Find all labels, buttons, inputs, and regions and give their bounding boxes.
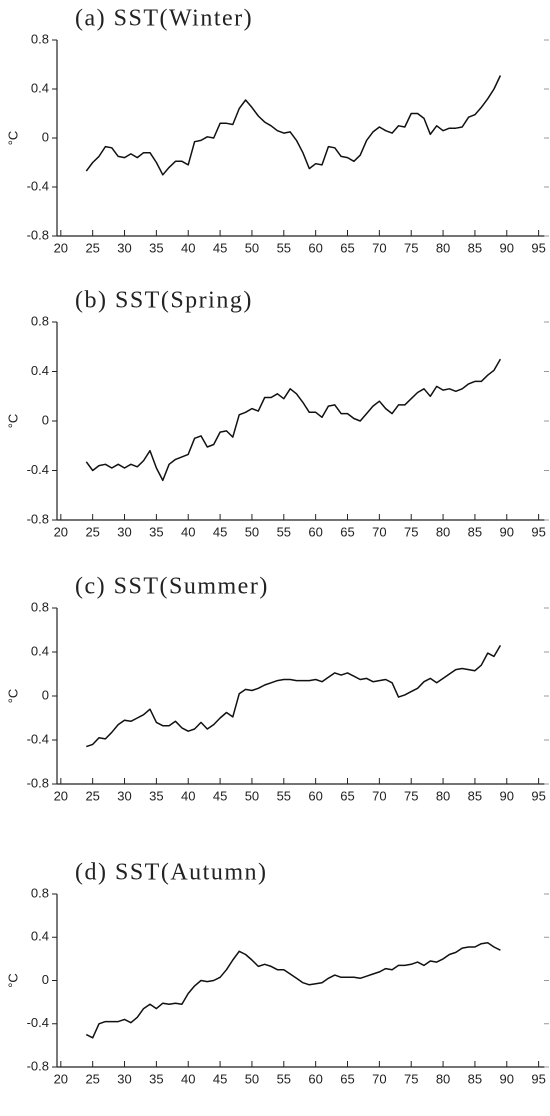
x-tick-label: 90 <box>500 524 514 539</box>
x-tick-label: 60 <box>308 788 322 803</box>
x-tick-label: 75 <box>404 524 418 539</box>
x-tick-label: 55 <box>277 788 291 803</box>
x-tick-label: 65 <box>340 1071 354 1086</box>
x-tick-label: 85 <box>468 240 482 255</box>
x-tick-label: 20 <box>54 1071 68 1086</box>
data-line <box>86 645 502 748</box>
x-tick-label: 85 <box>468 1071 482 1086</box>
x-tick-label: 30 <box>117 788 131 803</box>
x-tick-label: 45 <box>213 788 227 803</box>
x-tick-label: 50 <box>245 1071 259 1086</box>
x-tick-label: 35 <box>149 788 163 803</box>
y-tick-label: 0.4 <box>31 363 49 378</box>
x-tick-label: 95 <box>531 788 545 803</box>
x-tick-label: 75 <box>404 1071 418 1086</box>
x-tick-label: 90 <box>500 240 514 255</box>
x-tick-label: 25 <box>85 240 99 255</box>
x-tick-label: 35 <box>149 524 163 539</box>
x-tick-label: 60 <box>308 524 322 539</box>
x-tick-label: 95 <box>531 240 545 255</box>
y-tick-label: -0.8 <box>27 775 49 790</box>
y-tick-label: -0.8 <box>27 1058 49 1073</box>
x-tick-label: 20 <box>54 240 68 255</box>
x-tick-label: 95 <box>531 1071 545 1086</box>
x-tick-label: 25 <box>85 788 99 803</box>
y-tick-label: 0.8 <box>31 885 49 900</box>
y-tick-label: 0.4 <box>31 643 49 658</box>
x-tick-label: 40 <box>181 1071 195 1086</box>
x-tick-label: 30 <box>117 240 131 255</box>
panel-title: (b) SST(Spring) <box>75 288 253 314</box>
x-tick-label: 50 <box>245 524 259 539</box>
x-tick-label: 65 <box>340 524 354 539</box>
x-tick-label: 40 <box>181 524 195 539</box>
y-tick-label: 0 <box>42 129 49 144</box>
x-tick-label: 75 <box>404 788 418 803</box>
x-tick-label: 60 <box>308 1071 322 1086</box>
x-tick-label: 55 <box>277 524 291 539</box>
y-tick-label: -0.4 <box>27 731 49 746</box>
x-tick-label: 70 <box>372 524 386 539</box>
x-tick-label: 85 <box>468 524 482 539</box>
x-tick-label: 55 <box>277 1071 291 1086</box>
panel-title: (d) SST(Autumn) <box>75 860 268 886</box>
panel-title: (c) SST(Summer) <box>75 574 269 600</box>
x-tick-label: 40 <box>181 788 195 803</box>
x-tick-label: 30 <box>117 524 131 539</box>
x-tick-label: 90 <box>500 788 514 803</box>
y-tick-label: -0.4 <box>27 178 49 193</box>
x-tick-label: 80 <box>436 240 450 255</box>
y-axis-label: °C <box>5 973 20 988</box>
x-tick-label: 40 <box>181 240 195 255</box>
data-line <box>85 358 502 482</box>
y-tick-label: -0.8 <box>27 511 49 526</box>
x-tick-label: 80 <box>436 788 450 803</box>
x-tick-label: 50 <box>245 240 259 255</box>
x-tick-label: 80 <box>436 1071 450 1086</box>
x-tick-label: 45 <box>213 240 227 255</box>
x-tick-label: 30 <box>117 1071 131 1086</box>
x-tick-label: 35 <box>149 1071 163 1086</box>
x-tick-label: 25 <box>85 524 99 539</box>
y-axis-label: °C <box>5 131 20 146</box>
x-tick-label: 45 <box>213 524 227 539</box>
panel-title: (a) SST(Winter) <box>75 6 253 32</box>
x-tick-label: 95 <box>531 524 545 539</box>
y-tick-label: 0.4 <box>31 929 49 944</box>
y-tick-label: 0 <box>42 687 49 702</box>
x-tick-label: 20 <box>54 524 68 539</box>
y-tick-label: -0.4 <box>27 1015 49 1030</box>
x-tick-label: 85 <box>468 788 482 803</box>
y-tick-label: 0 <box>42 412 49 427</box>
x-tick-label: 25 <box>85 1071 99 1086</box>
x-tick-label: 90 <box>500 1071 514 1086</box>
y-axis-label: °C <box>5 689 20 704</box>
y-tick-label: 0.8 <box>31 313 49 328</box>
x-tick-label: 80 <box>436 524 450 539</box>
y-tick-label: -0.8 <box>27 227 49 242</box>
x-tick-label: 45 <box>213 1071 227 1086</box>
y-axis-label: °C <box>5 414 20 429</box>
y-tick-label: 0.8 <box>31 31 49 46</box>
x-tick-label: 60 <box>308 240 322 255</box>
x-tick-label: 65 <box>340 788 354 803</box>
x-tick-label: 20 <box>54 788 68 803</box>
x-tick-label: 35 <box>149 240 163 255</box>
data-line <box>85 941 501 1039</box>
y-tick-label: -0.4 <box>27 462 49 477</box>
x-tick-label: 50 <box>245 788 259 803</box>
y-tick-label: 0.4 <box>31 80 49 95</box>
x-tick-label: 55 <box>277 240 291 255</box>
x-tick-label: 70 <box>372 240 386 255</box>
x-tick-label: 75 <box>404 240 418 255</box>
x-tick-label: 70 <box>372 1071 386 1086</box>
data-line <box>85 75 502 176</box>
y-tick-label: 0 <box>42 972 49 987</box>
x-tick-label: 70 <box>372 788 386 803</box>
x-tick-label: 65 <box>340 240 354 255</box>
y-tick-label: 0.8 <box>31 599 49 614</box>
